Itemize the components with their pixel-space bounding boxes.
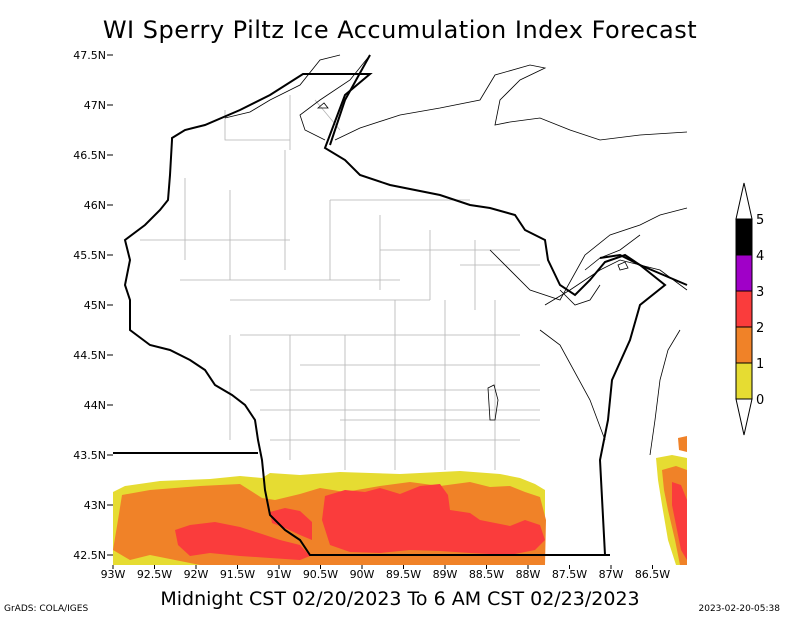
longitude-label: 92W (184, 568, 209, 581)
latitude-label: 46N (84, 199, 106, 212)
longitude-label: 87W (599, 568, 624, 581)
longitude-label: 89.5W (386, 568, 421, 581)
colorbar-segment (735, 326, 753, 364)
shade-east-small (678, 436, 687, 452)
colorbar-segment (735, 290, 753, 328)
forecast-period: Midnight CST 02/20/2023 To 6 AM CST 02/2… (160, 588, 640, 610)
colorbar-top-arrow (735, 182, 753, 220)
longitude-label: 87.5W (552, 568, 587, 581)
colorbar-label: 4 (756, 249, 764, 264)
longitude-label: 89W (433, 568, 458, 581)
state-boundaries (113, 54, 688, 556)
map-title: WI Sperry Piltz Ice Accumulation Index F… (102, 16, 698, 44)
mi-border (329, 54, 371, 146)
generated-timestamp: 2023-02-20-05:38 (698, 604, 781, 614)
longitude-label: 91.5W (220, 568, 255, 581)
colorbar-label: 1 (756, 357, 764, 372)
latitude-label: 44N (84, 399, 106, 412)
longitude-label: 86.5W (635, 568, 670, 581)
colorbar-label: 2 (756, 321, 764, 336)
longitude-label: 88.5W (469, 568, 504, 581)
colorbar-label: 5 (756, 213, 764, 228)
latitude-label: 45.5N (73, 249, 106, 262)
latitude-label: 42.5N (73, 549, 106, 562)
shade-level-2-3-c (270, 508, 312, 540)
latitude-label: 43.5N (73, 449, 106, 462)
forecast-shading (113, 436, 687, 565)
latitude-label: 45N (84, 299, 106, 312)
shade-east-red (672, 482, 687, 560)
latitude-label: 47.5N (73, 49, 106, 62)
lake-shorelines (224, 54, 688, 456)
county-boundaries (140, 95, 540, 470)
longitude-axis: 93W 92.5W 92W 91.5W 91W 90.5W 90W 89.5W 89W 88.5W… (101, 565, 670, 581)
latitude-label: 44.5N (73, 349, 106, 362)
colorbar-segment (735, 254, 753, 292)
longitude-label: 92.5W (137, 568, 172, 581)
latitude-label: 46.5N (73, 149, 106, 162)
latitude-axis: 47.5N 47N 46.5N 46N 45.5N 45N 44.5N 44N 43.5N 43N… (73, 49, 113, 562)
colorbar-label: 0 (756, 393, 764, 408)
colorbar-bottom-arrow (735, 398, 753, 436)
colorbar-label: 3 (756, 285, 764, 300)
longitude-label: 91W (267, 568, 292, 581)
colorbar-segment (735, 218, 753, 256)
longitude-label: 93W (101, 568, 126, 581)
shade-level-2-3-a (175, 522, 310, 560)
software-credit: GrADS: COLA/IGES (4, 604, 89, 614)
shade-level-2-3-b (322, 484, 545, 555)
latitude-label: 43N (84, 499, 106, 512)
longitude-label: 88W (516, 568, 541, 581)
wisconsin-outline (123, 73, 667, 556)
longitude-label: 90.5W (303, 568, 338, 581)
michigan-lower (599, 253, 688, 286)
latitude-label: 47N (84, 99, 106, 112)
colorbar-segment (735, 362, 753, 400)
longitude-label: 90W (350, 568, 375, 581)
colorbar: 0 1 2 3 4 5 (735, 182, 764, 436)
